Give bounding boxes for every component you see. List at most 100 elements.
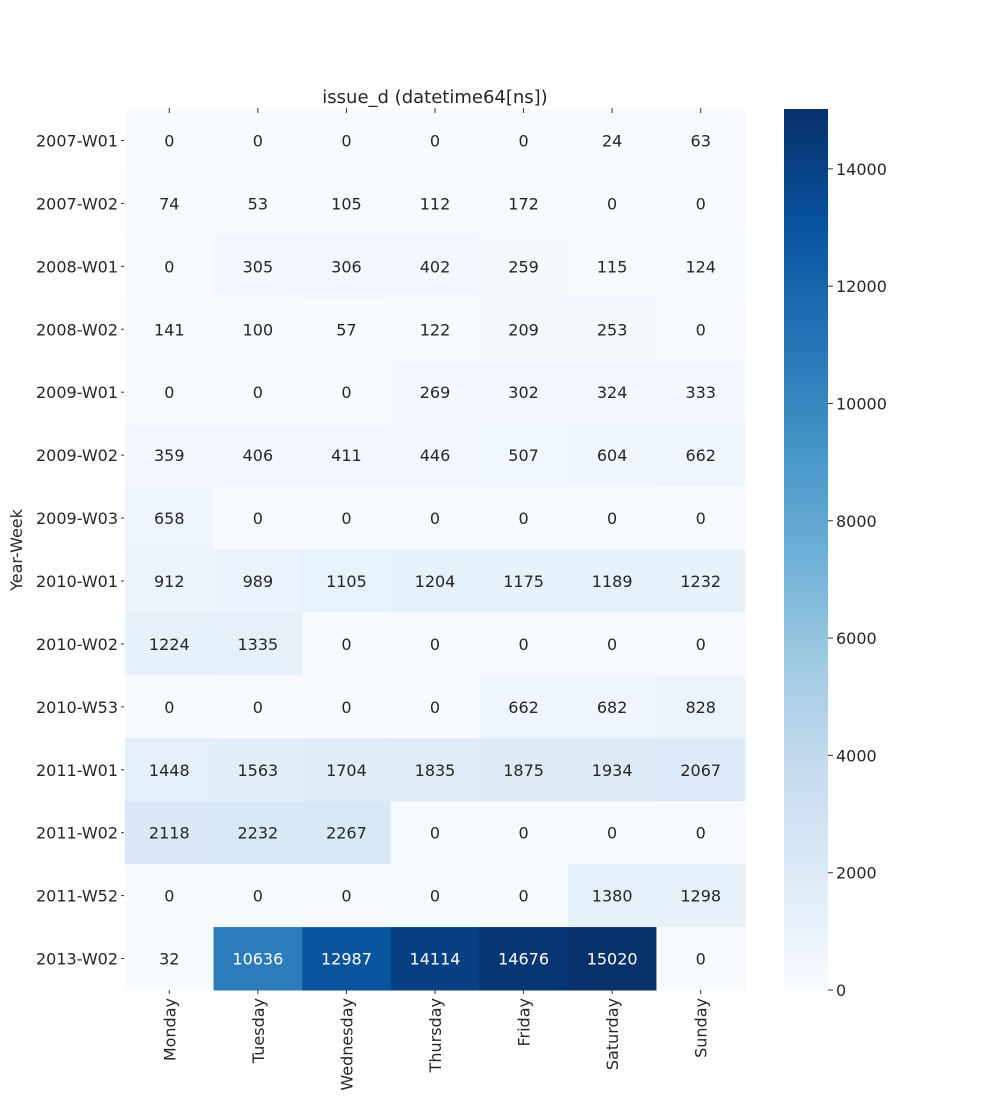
cell-label: 63 [691,131,711,150]
heatmap-cell [656,297,746,362]
heatmap-cell [213,109,303,173]
cell-label: 658 [154,509,185,528]
heatmap-cell [567,864,657,928]
cell-label: 100 [243,320,274,339]
cell-label: 0 [253,698,263,717]
cell-label: 1835 [415,761,456,780]
heatmap-cell [125,864,215,928]
cell-label: 0 [518,635,528,654]
cell-label: 0 [696,950,706,969]
heatmap-cell [479,360,569,425]
cell-label: 0 [253,509,263,528]
colorbar-tick-label: 14000 [836,160,887,179]
cell-label: 333 [685,383,716,402]
heatmap-cell [213,927,303,991]
heatmap-cell [302,612,392,676]
heatmap-cell [656,423,746,488]
cell-label: 141 [154,320,185,339]
heatmap-cell [390,738,480,802]
heatmap-cell [479,864,569,928]
cell-label: 406 [243,446,274,465]
cell-label: 2067 [680,761,721,780]
cell-label: 1232 [680,572,721,591]
cell-label: 1204 [415,572,456,591]
y-tick-label: 2009-W03 [36,509,118,528]
cell-label: 1380 [592,887,633,906]
cell-label: 1875 [503,761,544,780]
cell-label: 1189 [592,572,633,591]
heatmap-cell [479,549,569,613]
heatmap-cell [213,234,303,299]
heatmap-cell [656,927,746,991]
heatmap-cell [567,738,657,802]
heatmap-cell [302,360,392,425]
cell-label: 359 [154,446,185,465]
cell-label: 0 [164,131,174,150]
cell-label: 0 [164,887,174,906]
heatmap-cell [125,927,215,991]
heatmap-cell [656,486,746,550]
heatmap-cell [656,801,746,865]
cell-label: 1448 [149,761,190,780]
colorbar-tick-label: 10000 [836,394,887,413]
cell-label: 10636 [232,950,283,969]
cell-label: 259 [508,257,539,276]
cell-label: 402 [420,257,451,276]
y-tick-label: 2009-W02 [36,446,118,465]
y-tick-label: 2011-W02 [36,824,118,843]
heatmap-cell [125,360,215,425]
heatmap-cell [567,109,657,173]
cell-label: 32 [159,950,179,969]
x-tick-label: Sunday [692,998,711,1058]
heatmap-cell [125,297,215,362]
heatmap-cell [567,297,657,362]
y-tick-label: 2011-W01 [36,761,118,780]
heatmap-cell [390,612,480,676]
colorbar-tick-label: 8000 [836,512,877,531]
cell-label: 124 [685,257,716,276]
cell-label: 209 [508,320,539,339]
cell-label: 324 [597,383,628,402]
heatmap-cell [567,927,657,991]
y-axis-label: Year-Week [7,508,26,592]
heatmap-cell [213,423,303,488]
heatmap-cell [302,864,392,928]
cell-label: 15020 [587,950,638,969]
heatmap-cell [125,234,215,299]
heatmap-cell [479,234,569,299]
heatmap-cell [213,675,303,739]
cell-label: 1105 [326,572,367,591]
cell-label: 0 [430,698,440,717]
cell-label: 411 [331,446,362,465]
heatmap-cell [567,801,657,865]
heatmap-cell [567,549,657,613]
cell-label: 0 [164,698,174,717]
cell-label: 989 [243,572,274,591]
heatmap-cell [656,549,746,613]
cell-label: 306 [331,257,362,276]
heatmap-cell [390,927,480,991]
cell-label: 302 [508,383,539,402]
heatmap-cell [125,486,215,550]
cell-label: 305 [243,257,274,276]
heatmap-cell [390,486,480,550]
cell-label: 12987 [321,950,372,969]
heatmap-cell [479,297,569,362]
cell-label: 1224 [149,635,190,654]
heatmap-cell [567,360,657,425]
cell-label: 0 [164,257,174,276]
cell-label: 2267 [326,824,367,843]
cell-label: 0 [341,698,351,717]
heatmap-cell [656,171,746,236]
colorbar-tick-label: 12000 [836,277,887,296]
heatmap-cell [125,738,215,802]
cell-label: 0 [341,383,351,402]
heatmap-cell [567,675,657,739]
heatmap-cell [302,297,392,362]
cell-label: 0 [430,635,440,654]
y-tick-label: 2010-W02 [36,635,118,654]
heatmap-cell [479,109,569,173]
heatmap-cell [567,612,657,676]
heatmap-cell [656,612,746,676]
